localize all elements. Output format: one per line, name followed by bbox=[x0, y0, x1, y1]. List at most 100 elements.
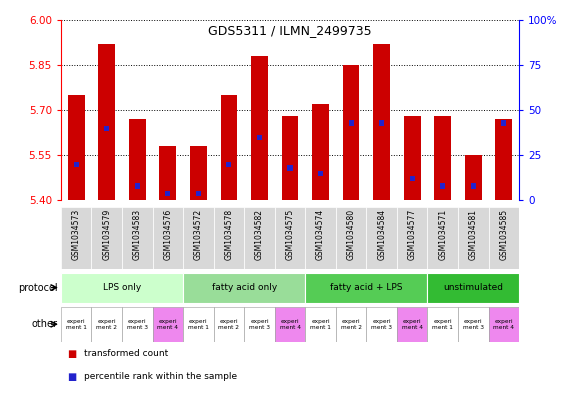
Text: GSM1034579: GSM1034579 bbox=[102, 209, 111, 261]
Bar bbox=[458, 207, 488, 269]
Text: GSM1034573: GSM1034573 bbox=[72, 209, 81, 261]
Bar bbox=[61, 207, 92, 269]
Bar bbox=[404, 116, 420, 200]
Bar bbox=[367, 307, 397, 342]
Bar bbox=[257, 134, 262, 140]
Bar bbox=[226, 162, 231, 167]
Bar bbox=[61, 307, 92, 342]
Bar bbox=[92, 307, 122, 342]
Bar bbox=[488, 307, 519, 342]
Bar bbox=[74, 162, 79, 167]
Bar bbox=[92, 207, 122, 269]
Text: experi
ment 1: experi ment 1 bbox=[66, 319, 86, 330]
Bar bbox=[318, 171, 323, 176]
Bar bbox=[251, 56, 268, 200]
Text: GSM1034572: GSM1034572 bbox=[194, 209, 203, 260]
Bar bbox=[288, 165, 292, 171]
Bar bbox=[190, 146, 206, 200]
Bar bbox=[153, 207, 183, 269]
Bar bbox=[282, 116, 298, 200]
Bar bbox=[213, 207, 244, 269]
Bar bbox=[244, 207, 275, 269]
Text: protocol: protocol bbox=[19, 283, 58, 292]
Bar bbox=[495, 119, 512, 200]
Bar bbox=[349, 120, 354, 126]
Bar bbox=[135, 183, 140, 189]
Text: GSM1034585: GSM1034585 bbox=[499, 209, 508, 260]
Bar bbox=[427, 307, 458, 342]
Bar bbox=[440, 183, 445, 189]
Text: GSM1034578: GSM1034578 bbox=[224, 209, 233, 260]
Text: percentile rank within the sample: percentile rank within the sample bbox=[84, 373, 237, 382]
Text: GDS5311 / ILMN_2499735: GDS5311 / ILMN_2499735 bbox=[208, 24, 372, 37]
Text: GSM1034571: GSM1034571 bbox=[438, 209, 447, 260]
Text: fatty acid + LPS: fatty acid + LPS bbox=[330, 283, 403, 292]
Bar bbox=[183, 273, 305, 303]
Text: experi
ment 3: experi ment 3 bbox=[371, 319, 392, 330]
Bar bbox=[183, 207, 213, 269]
Bar bbox=[122, 307, 153, 342]
Bar bbox=[374, 44, 390, 200]
Bar bbox=[165, 191, 171, 196]
Text: experi
ment 3: experi ment 3 bbox=[463, 319, 484, 330]
Bar bbox=[336, 307, 367, 342]
Bar bbox=[305, 207, 336, 269]
Text: experi
ment 1: experi ment 1 bbox=[432, 319, 453, 330]
Text: ■: ■ bbox=[67, 372, 76, 382]
Text: unstimulated: unstimulated bbox=[443, 283, 503, 292]
Bar bbox=[61, 273, 183, 303]
Bar bbox=[409, 176, 415, 182]
Text: experi
ment 1: experi ment 1 bbox=[310, 319, 331, 330]
Bar bbox=[434, 116, 451, 200]
Bar bbox=[244, 307, 275, 342]
Text: transformed count: transformed count bbox=[84, 349, 168, 358]
Text: GSM1034575: GSM1034575 bbox=[285, 209, 295, 261]
Bar bbox=[427, 273, 519, 303]
Text: fatty acid only: fatty acid only bbox=[212, 283, 277, 292]
Text: experi
ment 2: experi ment 2 bbox=[96, 319, 117, 330]
Bar bbox=[465, 155, 481, 200]
Text: GSM1034576: GSM1034576 bbox=[164, 209, 172, 261]
Text: ■: ■ bbox=[67, 349, 76, 359]
Bar bbox=[153, 307, 183, 342]
Text: other: other bbox=[32, 319, 58, 329]
Text: experi
ment 3: experi ment 3 bbox=[127, 319, 148, 330]
Bar bbox=[336, 207, 367, 269]
Text: experi
ment 4: experi ment 4 bbox=[494, 319, 514, 330]
Bar bbox=[68, 95, 85, 200]
Bar bbox=[213, 307, 244, 342]
Bar bbox=[129, 119, 146, 200]
Bar bbox=[397, 207, 427, 269]
Bar bbox=[160, 146, 176, 200]
Text: GSM1034574: GSM1034574 bbox=[316, 209, 325, 261]
Bar bbox=[312, 104, 329, 200]
Bar bbox=[343, 65, 360, 200]
Bar bbox=[220, 95, 237, 200]
Bar bbox=[196, 191, 201, 196]
Text: experi
ment 2: experi ment 2 bbox=[219, 319, 240, 330]
Bar bbox=[367, 207, 397, 269]
Text: experi
ment 4: experi ment 4 bbox=[157, 319, 178, 330]
Bar bbox=[305, 307, 336, 342]
Text: GSM1034584: GSM1034584 bbox=[377, 209, 386, 260]
Bar bbox=[488, 207, 519, 269]
Bar bbox=[275, 307, 305, 342]
Bar bbox=[122, 207, 153, 269]
Text: experi
ment 1: experi ment 1 bbox=[188, 319, 209, 330]
Bar bbox=[99, 44, 115, 200]
Text: LPS only: LPS only bbox=[103, 283, 141, 292]
Bar bbox=[471, 183, 476, 189]
Text: GSM1034581: GSM1034581 bbox=[469, 209, 478, 260]
Text: experi
ment 3: experi ment 3 bbox=[249, 319, 270, 330]
Text: GSM1034582: GSM1034582 bbox=[255, 209, 264, 260]
Text: experi
ment 4: experi ment 4 bbox=[280, 319, 300, 330]
Text: experi
ment 2: experi ment 2 bbox=[340, 319, 361, 330]
Text: GSM1034577: GSM1034577 bbox=[408, 209, 416, 261]
Bar bbox=[183, 307, 213, 342]
Text: GSM1034583: GSM1034583 bbox=[133, 209, 142, 260]
Bar bbox=[397, 307, 427, 342]
Bar bbox=[305, 273, 427, 303]
Bar bbox=[275, 207, 305, 269]
Bar bbox=[379, 120, 384, 126]
Text: experi
ment 4: experi ment 4 bbox=[402, 319, 423, 330]
